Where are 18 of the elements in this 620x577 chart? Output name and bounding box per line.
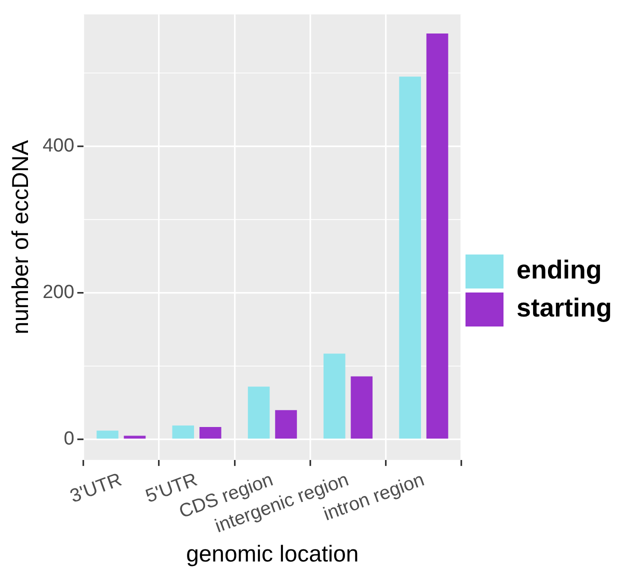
y-tick-label: 0 [64,428,74,450]
bar [199,426,222,439]
bar [172,425,194,439]
bar [324,354,346,439]
y-tick-label: 400 [42,136,74,157]
bar [248,386,270,439]
bar [399,76,421,439]
legend-label: ending [516,254,602,285]
bar [96,430,118,439]
bar [426,33,448,439]
bar [275,410,297,439]
y-axis-title: number of eccDNA [7,139,34,334]
x-axis-title: genomic location [186,540,359,567]
y-tick-label: 200 [42,282,74,304]
bar [350,376,373,439]
legend-label: starting [516,292,612,323]
x-tick-label: 3'UTR [67,470,125,508]
bar [124,436,146,439]
